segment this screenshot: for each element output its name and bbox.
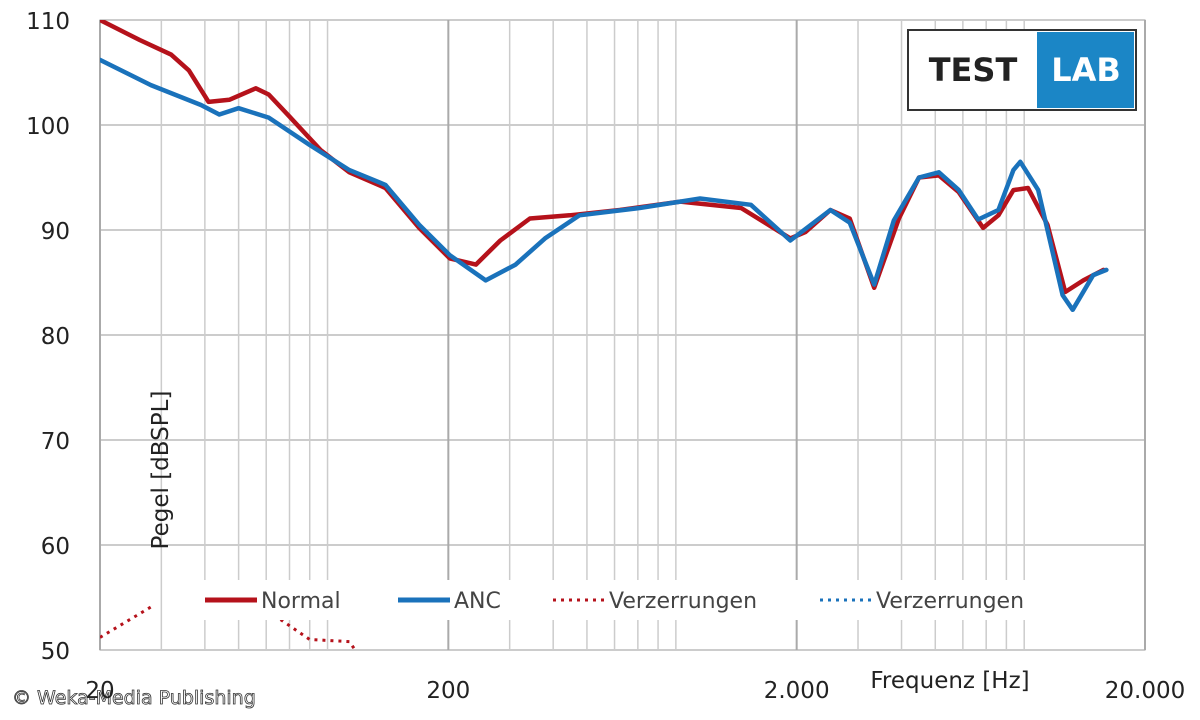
lines: [100, 20, 1109, 650]
y-tick-label: 60: [41, 534, 70, 560]
y-tick-label: 80: [41, 324, 70, 350]
y-axis-label: Pegel [dBSPL]: [148, 391, 174, 550]
series-line: [100, 605, 357, 650]
x-tick-label: 2.000: [764, 678, 830, 704]
logo-text: LAB: [1051, 51, 1121, 89]
y-tick-label: 50: [41, 639, 70, 665]
logo-accent: [1037, 32, 1134, 108]
y-tick-label: 100: [26, 114, 70, 140]
x-tick-label: 20: [85, 678, 114, 704]
x-tick-label: 200: [426, 678, 470, 704]
legend-label: Verzerrungen: [876, 589, 1024, 614]
legend-label: Verzerrungen: [609, 589, 757, 614]
logo-text: TEST: [929, 51, 1018, 89]
y-tick-label: 110: [26, 9, 70, 35]
grid: [99, 19, 1146, 651]
watermark: © Weka-Media Publishing: [12, 687, 256, 709]
y-tick-label: 90: [41, 219, 70, 245]
legend-label: Normal: [261, 589, 341, 614]
x-tick-label: 20.000: [1105, 678, 1185, 704]
y-tick-label: 70: [41, 429, 70, 455]
legend: Normal ANC Verzerrungen Verzerrungen: [205, 589, 1024, 614]
x-axis-label: Frequenz [Hz]: [870, 668, 1029, 694]
series-line: [100, 57, 1109, 313]
legend-box: [190, 580, 1085, 620]
legend-label: ANC: [454, 589, 501, 614]
